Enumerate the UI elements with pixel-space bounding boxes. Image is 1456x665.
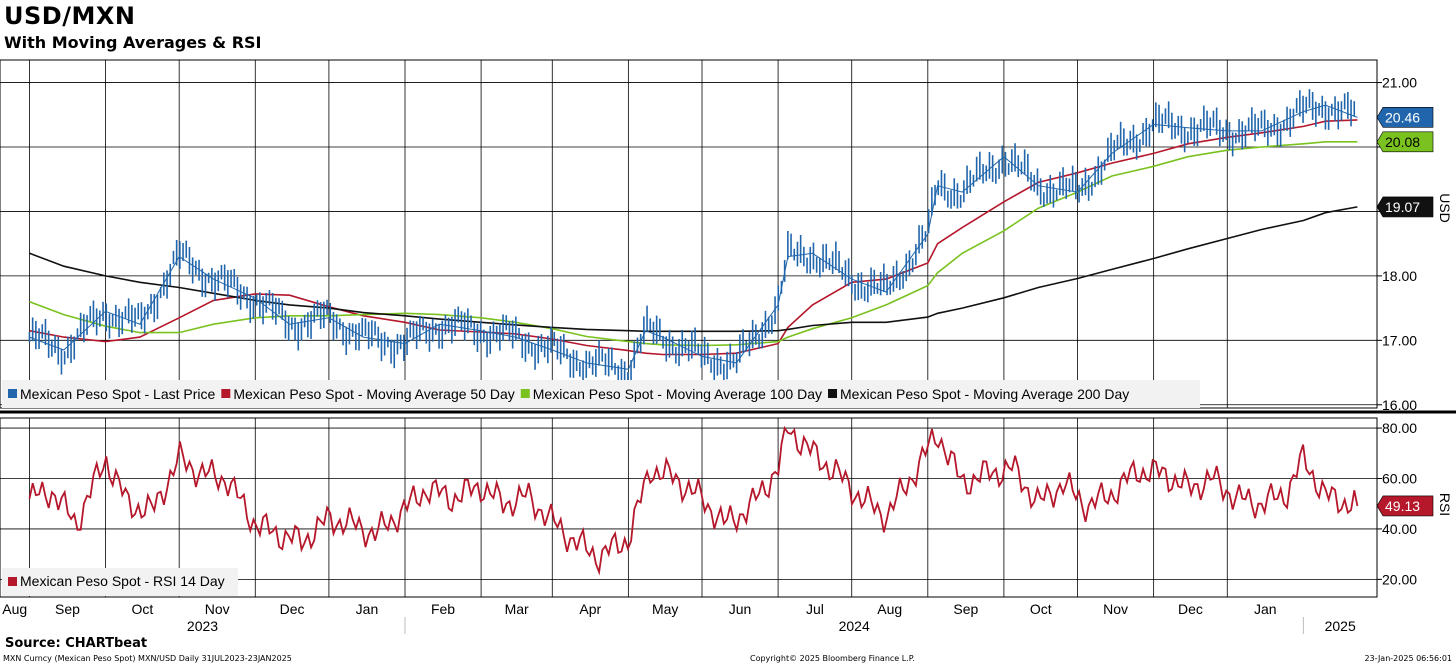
legend-swatch [828, 389, 838, 398]
price-axis-label: USD [1437, 193, 1453, 223]
x-month-label: Aug [2, 601, 27, 617]
legend-label: Mexican Peso Spot - Moving Average 50 Da… [233, 386, 514, 402]
rsi-last-value-label: 49.13 [1385, 498, 1420, 514]
footer-ticker-info: MXN Curncy (Mexican Peso Spot) MXN/USD D… [3, 654, 292, 663]
x-month-label: Jun [729, 601, 752, 617]
x-year-label: 2023 [187, 618, 218, 634]
legend-label: Mexican Peso Spot - Moving Average 100 D… [533, 386, 822, 402]
x-year-label: 2024 [839, 618, 870, 634]
legend-swatch [8, 389, 17, 398]
price-ytick-label: 18.00 [1382, 268, 1417, 284]
x-month-label: Apr [579, 601, 601, 617]
rsi-last-value-tag: 49.13 [1376, 495, 1434, 517]
price-last-value-box [1376, 131, 1434, 153]
price-last-value-tag: 19.07 [1376, 196, 1434, 218]
legend-swatch [520, 389, 530, 398]
price-last-value-tag: 20.46 [1376, 107, 1434, 128]
price-last-value-label: 20.46 [1385, 109, 1420, 125]
footer-timestamp: 23-Jan-2025 06:56:01 [1364, 654, 1452, 663]
x-month-label: Jul [806, 601, 824, 617]
price-series-line [29, 104, 1358, 370]
price-bars-group [28, 89, 1356, 390]
x-month-label: Dec [280, 601, 305, 617]
x-month-label: Oct [131, 601, 153, 617]
x-month-label: Mar [505, 601, 529, 617]
rsi-panel-frame [0, 417, 1378, 598]
price-legend: Mexican Peso Spot - Last Price Mexican Pe… [2, 380, 1200, 408]
x-month-label: Feb [431, 601, 455, 617]
legend-label: Mexican Peso Spot - Moving Average 200 D… [840, 386, 1129, 402]
price-ytick-label: 16.00 [1382, 397, 1417, 413]
price-last-value-box [1376, 107, 1434, 128]
price-last-value-box [1376, 196, 1434, 218]
chart-subtitle: With Moving Averages & RSI [4, 33, 262, 52]
legend-swatch [8, 577, 17, 586]
x-month-label: Aug [877, 601, 902, 617]
price-ytick-label: 21.00 [1382, 75, 1417, 91]
rsi-ytick-label: 20.00 [1382, 571, 1417, 587]
x-month-label: Oct [1030, 601, 1052, 617]
x-month-label: Nov [1103, 601, 1128, 617]
source-note: Source: CHARTbeat [5, 636, 148, 651]
legend-swatch [221, 389, 231, 398]
x-month-label: May [652, 601, 678, 617]
footer-copyright: Copyright© 2025 Bloomberg Finance L.P. [750, 654, 915, 663]
x-month-label: Nov [205, 601, 230, 617]
x-month-label: Jan [1254, 601, 1277, 617]
price-legend-bg [2, 380, 1200, 408]
x-month-label: Sep [953, 601, 978, 617]
rsi-axis-label: RSI [1437, 493, 1453, 516]
legend-label: Mexican Peso Spot - Last Price [20, 386, 216, 402]
price-ytick-label: 17.00 [1382, 332, 1417, 348]
x-month-label: Sep [55, 601, 80, 617]
legend-label: Mexican Peso Spot - RSI 14 Day [20, 573, 225, 589]
rsi-last-value-box [1376, 495, 1434, 517]
chart-title: USD/MXN [4, 2, 136, 30]
rsi-legend: Mexican Peso Spot - RSI 14 Day [2, 568, 238, 596]
x-year-label: 2025 [1325, 618, 1356, 634]
rsi-ytick-label: 40.00 [1382, 521, 1417, 537]
price-last-value-tag: 20.08 [1376, 131, 1434, 153]
rsi-ytick-label: 80.00 [1382, 420, 1417, 436]
rsi-ytick-label: 60.00 [1382, 471, 1417, 487]
x-month-label: Jan [356, 601, 379, 617]
price-last-value-label: 20.08 [1385, 134, 1420, 150]
rsi-series-line [28, 425, 1359, 576]
price-last-value-label: 19.07 [1385, 199, 1420, 215]
x-month-label: Dec [1178, 601, 1203, 617]
rsi-legend-bg [2, 568, 238, 596]
